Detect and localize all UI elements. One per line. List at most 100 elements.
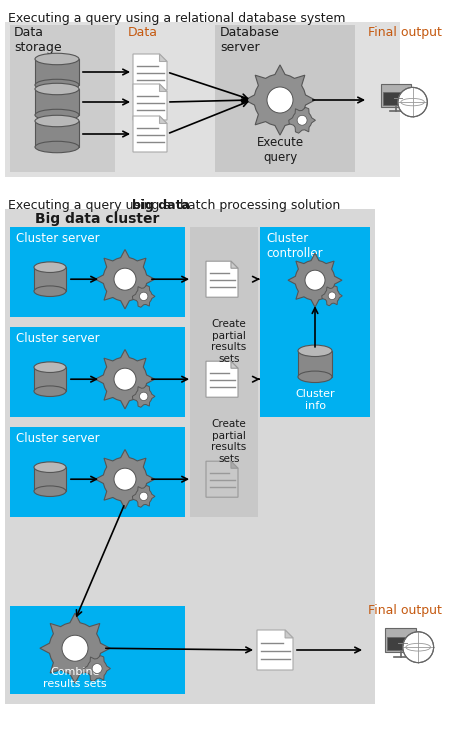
- Ellipse shape: [35, 83, 79, 94]
- Circle shape: [305, 270, 325, 290]
- FancyBboxPatch shape: [383, 92, 409, 105]
- Bar: [35, 59, 79, 85]
- FancyBboxPatch shape: [5, 209, 375, 704]
- Text: big data: big data: [131, 199, 189, 212]
- Polygon shape: [159, 84, 167, 92]
- Bar: [34, 467, 66, 491]
- Text: batch processing solution: batch processing solution: [176, 199, 341, 212]
- FancyBboxPatch shape: [10, 606, 185, 694]
- Polygon shape: [312, 272, 319, 288]
- Ellipse shape: [34, 262, 66, 272]
- Ellipse shape: [35, 115, 79, 127]
- Text: Cluster server: Cluster server: [16, 432, 99, 445]
- Polygon shape: [288, 253, 342, 307]
- Circle shape: [140, 292, 148, 301]
- Text: Execute
query: Execute query: [256, 136, 304, 164]
- Polygon shape: [159, 54, 167, 61]
- Polygon shape: [122, 371, 129, 387]
- Polygon shape: [206, 461, 238, 497]
- Bar: [34, 267, 66, 291]
- Bar: [298, 351, 332, 377]
- Polygon shape: [132, 285, 155, 307]
- Polygon shape: [133, 116, 167, 152]
- Text: Cluster server: Cluster server: [16, 332, 99, 345]
- Polygon shape: [289, 108, 315, 133]
- Circle shape: [328, 292, 336, 299]
- FancyBboxPatch shape: [10, 25, 115, 172]
- Polygon shape: [231, 461, 238, 468]
- Polygon shape: [133, 54, 167, 90]
- Text: Cluster
info: Cluster info: [295, 389, 335, 411]
- FancyBboxPatch shape: [10, 427, 185, 517]
- Bar: [35, 89, 79, 115]
- Circle shape: [140, 392, 148, 400]
- Text: Data
storage: Data storage: [14, 26, 62, 54]
- Polygon shape: [257, 630, 293, 670]
- Ellipse shape: [298, 345, 332, 356]
- Text: Executing a query using a: Executing a query using a: [8, 199, 175, 212]
- FancyBboxPatch shape: [385, 628, 416, 652]
- Text: Big data cluster: Big data cluster: [35, 212, 160, 226]
- Ellipse shape: [35, 109, 79, 121]
- Ellipse shape: [34, 462, 66, 472]
- Ellipse shape: [35, 53, 79, 64]
- Polygon shape: [206, 261, 238, 297]
- Polygon shape: [122, 471, 129, 488]
- Bar: [34, 367, 66, 391]
- Text: Final output: Final output: [368, 604, 442, 617]
- Polygon shape: [231, 361, 238, 368]
- Text: Combine
results sets: Combine results sets: [43, 668, 107, 689]
- FancyBboxPatch shape: [215, 25, 355, 172]
- Text: Cluster server: Cluster server: [16, 232, 99, 245]
- Polygon shape: [71, 638, 80, 658]
- Polygon shape: [132, 485, 155, 507]
- Text: Executing a query using a relational database system: Executing a query using a relational dat…: [8, 12, 346, 25]
- Polygon shape: [206, 361, 238, 397]
- Polygon shape: [133, 84, 167, 120]
- Circle shape: [403, 632, 434, 662]
- FancyBboxPatch shape: [5, 22, 400, 177]
- FancyBboxPatch shape: [190, 227, 258, 517]
- Text: Final output: Final output: [368, 26, 442, 39]
- FancyBboxPatch shape: [387, 637, 414, 650]
- Polygon shape: [276, 90, 285, 110]
- FancyBboxPatch shape: [10, 227, 185, 317]
- Polygon shape: [231, 261, 238, 268]
- Circle shape: [114, 268, 136, 290]
- Ellipse shape: [34, 386, 66, 397]
- Text: Database
server: Database server: [220, 26, 280, 54]
- Circle shape: [62, 635, 88, 661]
- Polygon shape: [132, 386, 155, 407]
- Ellipse shape: [34, 286, 66, 296]
- FancyBboxPatch shape: [260, 227, 370, 417]
- Polygon shape: [95, 449, 155, 509]
- Circle shape: [297, 116, 307, 125]
- Polygon shape: [159, 116, 167, 124]
- Text: Cluster
controller: Cluster controller: [266, 232, 323, 260]
- Ellipse shape: [35, 141, 79, 153]
- FancyBboxPatch shape: [381, 84, 410, 107]
- FancyBboxPatch shape: [10, 327, 185, 417]
- Circle shape: [114, 468, 136, 490]
- Polygon shape: [84, 656, 110, 681]
- Ellipse shape: [35, 79, 79, 91]
- Circle shape: [140, 492, 148, 501]
- Circle shape: [114, 368, 136, 390]
- Polygon shape: [245, 65, 315, 135]
- Polygon shape: [285, 630, 293, 638]
- Circle shape: [267, 87, 293, 113]
- Polygon shape: [95, 250, 155, 309]
- Ellipse shape: [34, 486, 66, 496]
- Circle shape: [92, 664, 102, 673]
- Text: Create
partial
results
sets: Create partial results sets: [212, 419, 247, 464]
- Ellipse shape: [34, 362, 66, 373]
- Polygon shape: [40, 613, 110, 684]
- Polygon shape: [95, 349, 155, 409]
- Circle shape: [398, 87, 428, 117]
- Ellipse shape: [298, 371, 332, 383]
- Polygon shape: [122, 271, 129, 288]
- Bar: [35, 121, 79, 147]
- Text: Create
partial
results
sets: Create partial results sets: [212, 319, 247, 364]
- Polygon shape: [322, 286, 342, 306]
- Text: Data: Data: [128, 26, 158, 39]
